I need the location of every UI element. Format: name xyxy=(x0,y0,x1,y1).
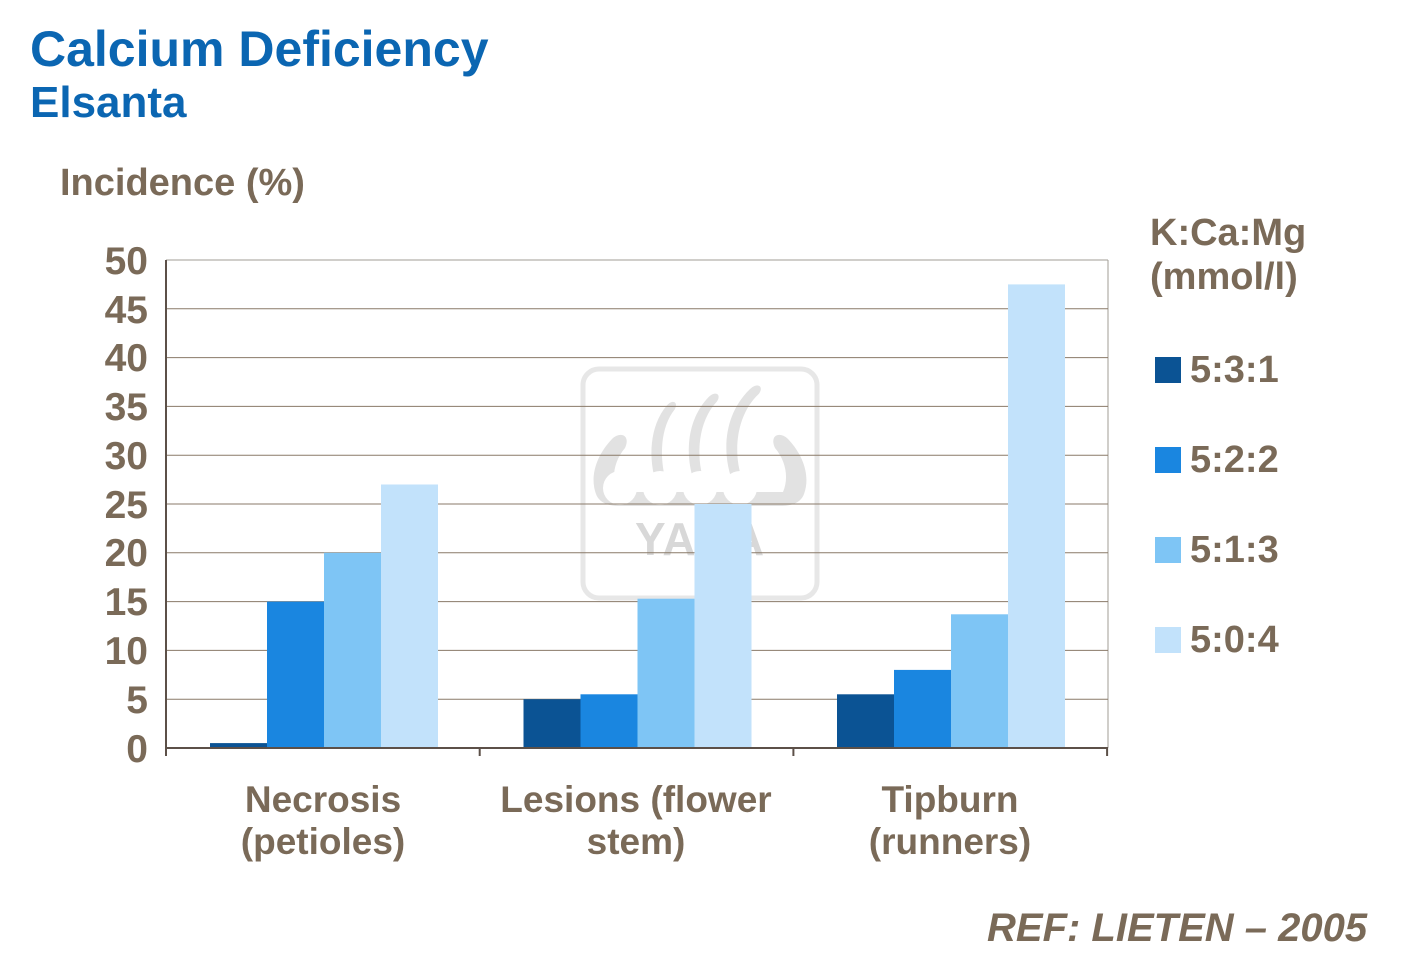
svg-text:20: 20 xyxy=(105,532,148,575)
svg-text:Tipburn: Tipburn xyxy=(881,779,1018,820)
svg-text:(runners): (runners) xyxy=(869,821,1031,862)
svg-text:Necrosis: Necrosis xyxy=(245,779,401,820)
svg-text:5: 5 xyxy=(126,679,148,722)
svg-text:10: 10 xyxy=(105,630,148,673)
svg-text:25: 25 xyxy=(105,484,148,527)
svg-text:30: 30 xyxy=(105,435,148,478)
svg-text:0: 0 xyxy=(126,728,148,771)
svg-text:stem): stem) xyxy=(587,821,686,862)
svg-text:45: 45 xyxy=(105,289,148,332)
svg-text:15: 15 xyxy=(105,581,148,624)
svg-text:Lesions (flower: Lesions (flower xyxy=(500,779,771,820)
svg-text:35: 35 xyxy=(105,386,148,429)
svg-text:40: 40 xyxy=(105,337,148,380)
svg-text:50: 50 xyxy=(105,240,148,283)
svg-text:(petioles): (petioles) xyxy=(241,821,405,862)
